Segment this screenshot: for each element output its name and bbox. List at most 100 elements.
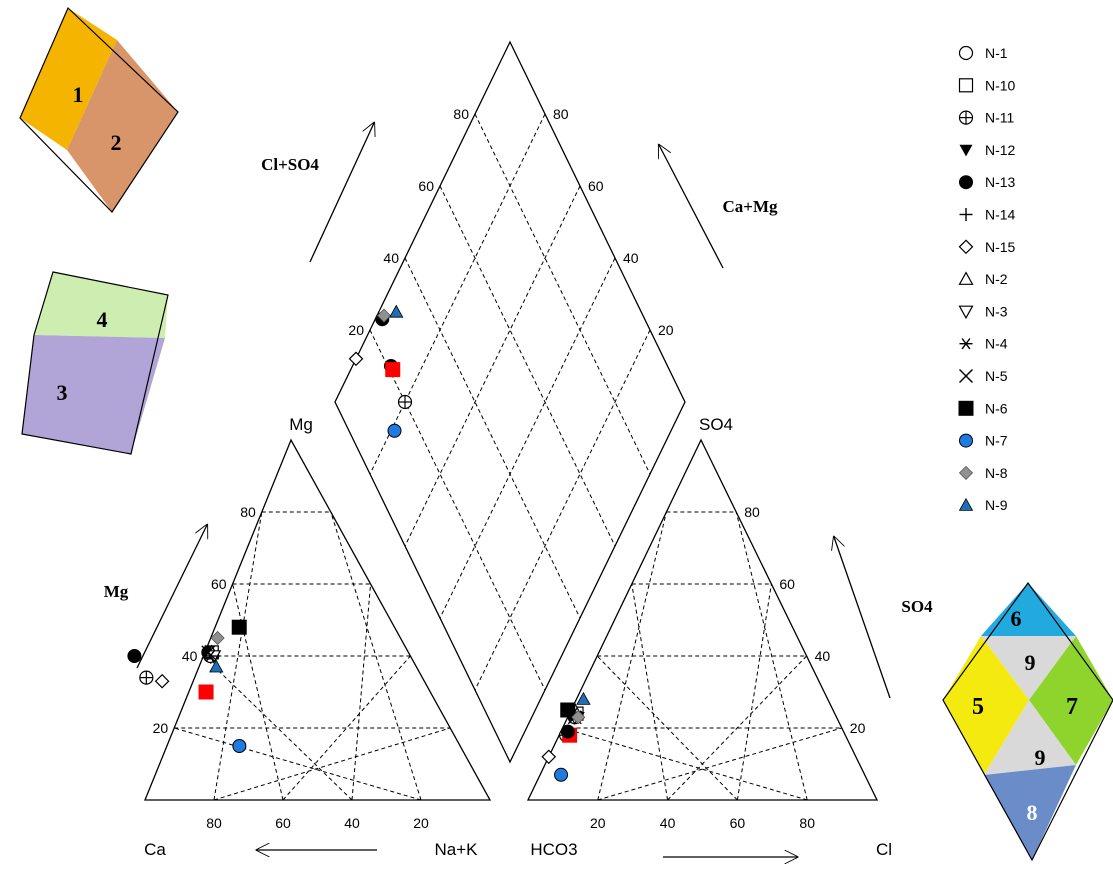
anion-bottom-tick-label: 40 <box>660 815 676 831</box>
diamond-right-tick-label: 80 <box>553 106 569 122</box>
zone-label-6: 6 <box>1011 606 1022 631</box>
diamond-left-tick-label: 20 <box>348 322 364 338</box>
grid-line <box>404 185 581 547</box>
grid-line <box>369 329 546 691</box>
zone-label-4: 4 <box>97 307 108 332</box>
cation-left-tick-label: 60 <box>211 576 227 592</box>
legend-item: N-6 <box>958 400 1008 416</box>
anion-right-tick-label: 20 <box>850 720 866 736</box>
cation-point <box>210 630 225 646</box>
zone-label-2: 2 <box>111 130 122 155</box>
grid-line <box>597 511 667 801</box>
legend-marker <box>958 497 974 511</box>
legend-label: N-12 <box>985 142 1016 158</box>
key-outline <box>21 271 169 455</box>
diamond-point <box>348 351 364 367</box>
legend-label: N-9 <box>985 497 1008 513</box>
legend-item: N-7 <box>959 433 1008 449</box>
legend-label: N-6 <box>985 400 1008 416</box>
legend-marker <box>958 110 974 125</box>
anion-bottom-tick-label: 80 <box>799 815 815 831</box>
grid-line <box>439 185 616 547</box>
zone-8-shape <box>984 765 1076 860</box>
diamond-left-tick-label: 80 <box>453 106 469 122</box>
anion-corner-so4: SO4 <box>699 415 733 434</box>
cation-bottom-tick-label: 20 <box>413 815 429 831</box>
diamond-right-tick-label: 60 <box>588 178 604 194</box>
legend-item: N-15 <box>958 239 1016 255</box>
field-outlines <box>144 40 879 801</box>
grid-line <box>439 257 616 619</box>
legend-label: N-5 <box>985 368 1008 384</box>
zone-7-shape <box>1029 636 1113 765</box>
so4-direction-arrow <box>834 537 891 699</box>
cation-corner-nak: Na+K <box>435 840 479 859</box>
grid-line <box>474 329 651 691</box>
zone-label-7: 7 <box>1066 694 1078 720</box>
key-diagram-mid-left: 4 3 <box>21 271 169 455</box>
grid-line <box>667 655 807 801</box>
diamond-point <box>389 304 404 318</box>
legend-item: N-13 <box>959 174 1016 190</box>
zone-3-shape <box>22 335 165 454</box>
key-diagram-top-left: 1 2 <box>19 6 179 213</box>
legend: N-1 N-10 N-11 N-12 N-13 N-14 N-15 N-2 N-3 N-4 N-5 N… <box>958 45 1016 513</box>
diamond-left-tick-label: 60 <box>418 178 434 194</box>
grid-line <box>631 583 669 801</box>
cation-triangle-outline <box>144 438 492 801</box>
key-diagram-right: 6 9 5 7 9 8 <box>942 581 1113 862</box>
zone-2-shape <box>67 40 178 212</box>
legend-item: N-9 <box>958 497 1008 513</box>
grid-line <box>404 257 581 619</box>
legend-marker <box>959 369 973 383</box>
cation-bottom-tick-label: 40 <box>344 815 360 831</box>
legend-marker <box>958 400 974 416</box>
anion-right-tick-label: 40 <box>815 648 831 664</box>
grid-line <box>596 655 738 801</box>
anion-bottom-tick-label: 20 <box>590 815 606 831</box>
cation-left-tick-label: 20 <box>153 720 169 736</box>
legend-item: N-3 <box>958 303 1008 319</box>
anion-point <box>554 767 569 782</box>
zone-9-upper-shape <box>981 636 1076 700</box>
grid-line <box>562 727 808 801</box>
so4-axis-label: SO4 <box>901 597 933 616</box>
grid-line <box>597 727 842 801</box>
diamond-point <box>376 308 392 323</box>
diamond-left-tick-label: 40 <box>383 250 399 266</box>
cation-left-tick-label: 40 <box>182 648 198 664</box>
anion-right-tick-label: 60 <box>779 576 795 592</box>
zone-label-5: 5 <box>972 694 984 720</box>
diamond-right-tick-label: 20 <box>658 322 674 338</box>
legend-marker <box>958 271 974 285</box>
zone-1-shape <box>20 8 117 150</box>
diamond-right-tick-label: 40 <box>623 250 639 266</box>
grid-line <box>736 583 772 801</box>
zone-label-1: 1 <box>73 82 84 107</box>
diamond-outline <box>334 40 686 764</box>
anion-bottom-tick-label: 60 <box>730 815 746 831</box>
legend-item: N-12 <box>959 142 1016 158</box>
anion-point <box>541 749 557 765</box>
grid-line <box>351 583 372 801</box>
legend-label: N-7 <box>985 433 1008 449</box>
anion-point <box>560 724 575 739</box>
zone-label-9-upper: 9 <box>1025 650 1036 675</box>
grid-line <box>735 511 808 801</box>
cation-point <box>201 645 216 660</box>
data-points <box>127 304 591 782</box>
legend-label: N-4 <box>985 336 1008 352</box>
legend-label: N-11 <box>985 110 1015 126</box>
cation-point <box>139 670 154 685</box>
cation-bottom-tick-label: 60 <box>275 815 291 831</box>
legend-label: N-13 <box>985 174 1016 190</box>
legend-label: N-15 <box>985 239 1016 255</box>
cation-point <box>209 659 224 673</box>
cl-so4-axis-label: Cl+SO4 <box>261 155 319 174</box>
legend-item: N-1 <box>958 45 1008 61</box>
grid-line <box>174 727 422 801</box>
legend-marker <box>958 239 974 255</box>
anion-point <box>560 702 576 718</box>
cation-point <box>127 649 142 663</box>
